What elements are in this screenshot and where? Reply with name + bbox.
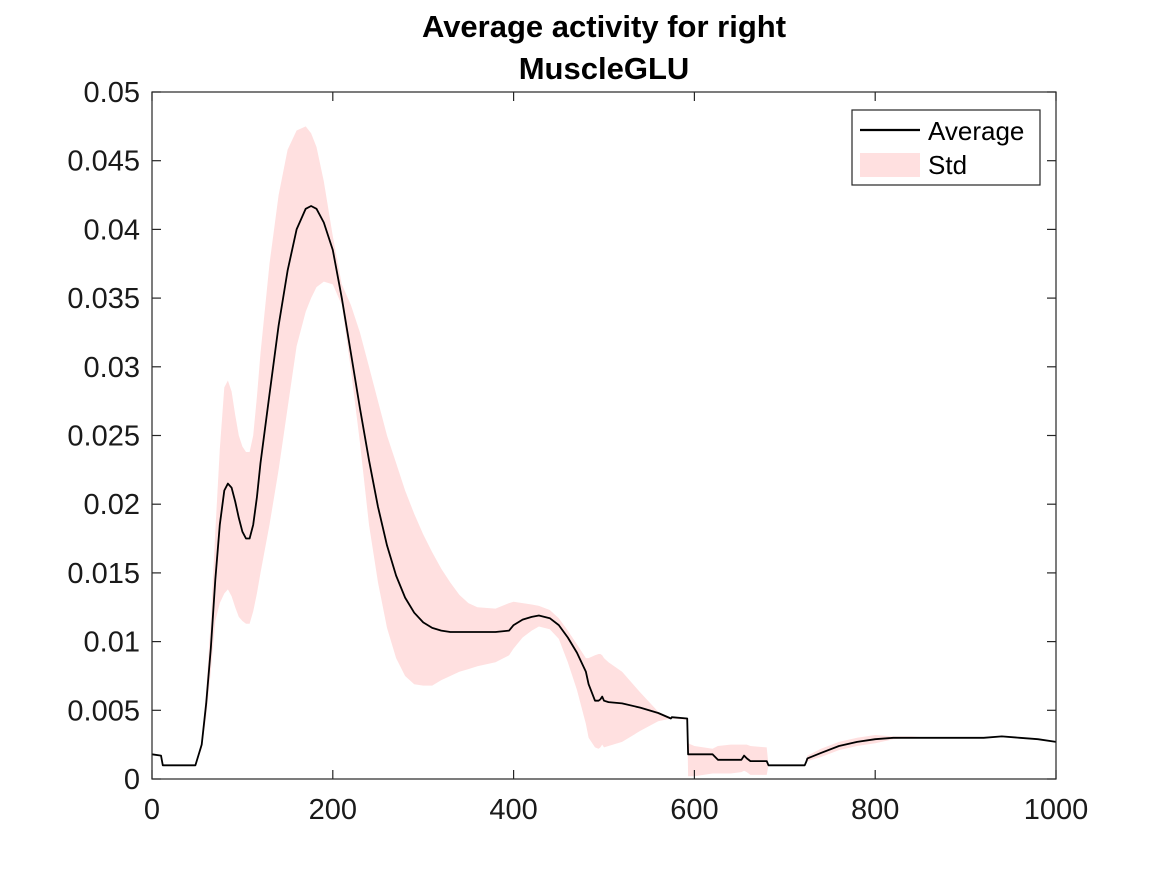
y-tick-label: 0.05 (84, 77, 140, 109)
y-tick-label: 0.005 (67, 695, 140, 727)
y-axis: 0 0.005 0.01 0.015 0.02 0.025 0.03 0.035 0.04 0.0… (67, 77, 1056, 796)
legend: Average Std (851, 109, 1041, 186)
average-line-layer (151, 205, 1057, 767)
x-tick-label: 400 (489, 794, 537, 826)
x-tick-label: 0 (144, 794, 160, 826)
x-tick-label: 200 (309, 794, 357, 826)
y-tick-label: 0.02 (84, 489, 140, 521)
chart-title-line-1: Average activity for right (422, 9, 786, 44)
y-tick-label: 0.04 (84, 214, 140, 246)
legend-average-label: Average (928, 116, 1024, 146)
y-tick-label: 0.03 (84, 352, 140, 384)
x-tick-label: 600 (670, 794, 718, 826)
y-tick-label: 0.01 (84, 627, 140, 659)
legend-std-swatch (860, 153, 920, 177)
y-tick-label: 0.035 (67, 283, 140, 315)
x-tick-label: 1000 (1024, 794, 1089, 826)
chart-title-line-2: MuscleGLU (519, 51, 690, 86)
plot-area (151, 126, 1057, 777)
y-tick-label: 0.045 (67, 146, 140, 178)
legend-box (851, 109, 1041, 186)
legend-std-label: Std (928, 150, 967, 180)
x-tick-label: 800 (851, 794, 899, 826)
x-axis: 0 200 400 600 800 1000 (144, 92, 1088, 826)
y-tick-label: 0.025 (67, 421, 140, 453)
y-tick-label: 0 (124, 764, 140, 796)
average-line (151, 205, 1057, 767)
y-tick-label: 0.015 (67, 558, 140, 590)
